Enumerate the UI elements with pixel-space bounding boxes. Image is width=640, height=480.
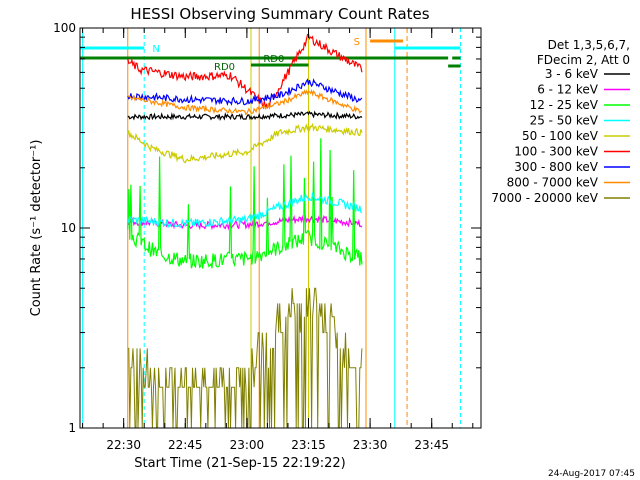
legend-label: 12 - 25 keV bbox=[530, 98, 599, 112]
legend-label: 50 - 100 keV bbox=[522, 129, 599, 143]
annotation-label: RD0 bbox=[263, 54, 284, 65]
series-line bbox=[127, 214, 363, 231]
axis-ticks: 22:30 22:45 23:00 23:15 23:30 23:45 1 10 100 bbox=[53, 21, 481, 452]
series-line bbox=[127, 192, 363, 229]
x-tick-label: 22:30 bbox=[106, 438, 141, 452]
series-line bbox=[127, 138, 363, 269]
x-tick-label: 23:15 bbox=[291, 438, 326, 452]
legend-header: FDecim 2, Att 0 bbox=[537, 53, 630, 67]
y-tick-label: 1 bbox=[68, 421, 76, 435]
annotation-label: RD0 bbox=[214, 62, 235, 73]
x-tick-label: 23:45 bbox=[414, 438, 449, 452]
plot-area: N RD0 RD0 S bbox=[80, 28, 461, 429]
legend-label: 800 - 7000 keV bbox=[507, 176, 599, 190]
series-line bbox=[127, 88, 363, 116]
legend-header: Det 1,3,5,6,7, bbox=[548, 38, 630, 52]
legend-label: 3 - 6 keV bbox=[545, 67, 599, 81]
x-axis-label: Start Time (21-Sep-15 22:19:22) bbox=[134, 456, 345, 471]
legend-label: 300 - 800 keV bbox=[514, 160, 598, 174]
series-line bbox=[127, 78, 363, 107]
y-tick-label: 10 bbox=[61, 221, 76, 235]
series-line bbox=[127, 33, 363, 110]
y-axis-label: Count Rate (s⁻¹ detector⁻¹) bbox=[29, 140, 44, 317]
series-line bbox=[127, 287, 363, 429]
y-tick-label: 100 bbox=[53, 21, 76, 35]
legend-label: 6 - 12 keV bbox=[537, 83, 599, 97]
legend-label: 7000 - 20000 keV bbox=[491, 191, 598, 205]
legend-label: 25 - 50 keV bbox=[530, 114, 599, 128]
legend-label: 100 - 300 keV bbox=[514, 145, 598, 159]
annotation-label: S bbox=[354, 37, 360, 48]
x-tick-label: 23:30 bbox=[353, 438, 388, 452]
x-tick-label: 23:00 bbox=[230, 438, 265, 452]
annotation-label: N bbox=[152, 44, 159, 55]
x-tick-label: 22:45 bbox=[168, 438, 203, 452]
series-line bbox=[127, 122, 363, 164]
series-line bbox=[127, 110, 363, 122]
chart-title: HESSI Observing Summary Count Rates bbox=[130, 5, 429, 23]
timestamp: 24-Aug-2017 07:45 bbox=[548, 469, 635, 479]
